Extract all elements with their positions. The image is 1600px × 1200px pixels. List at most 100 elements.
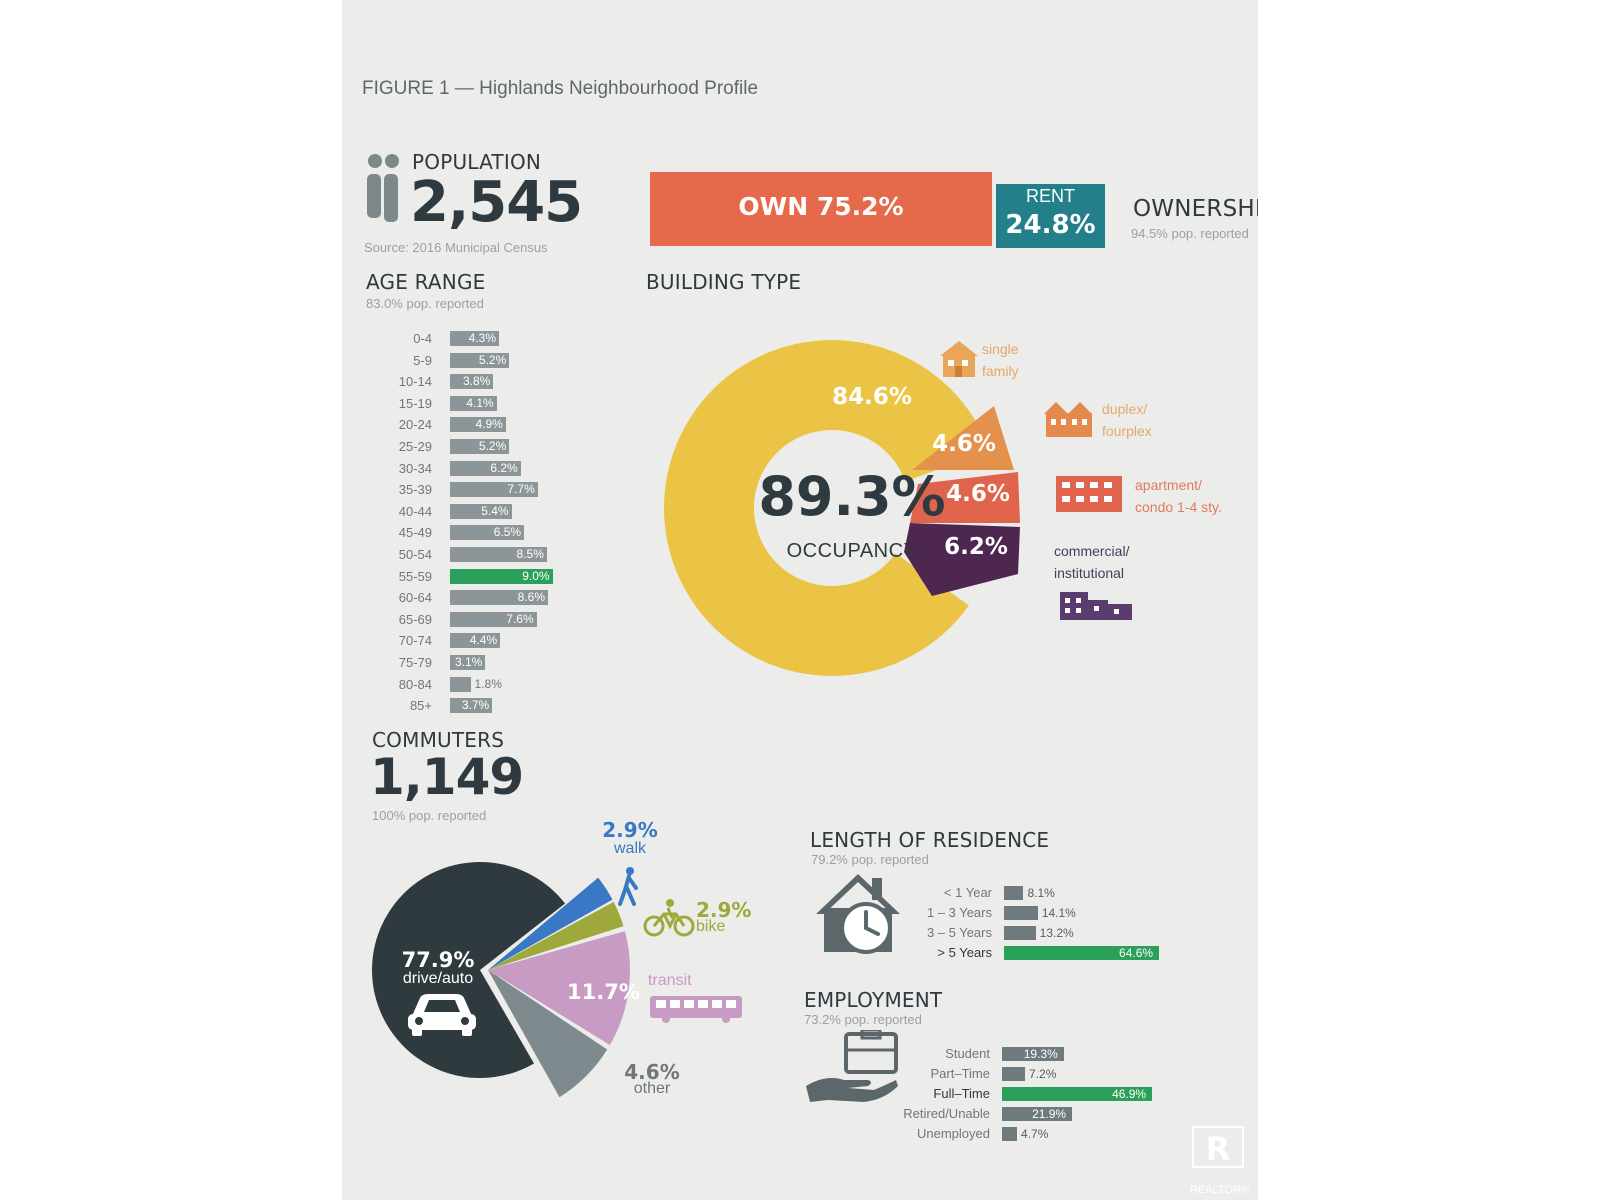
age-value-label: 7.7% <box>507 482 535 497</box>
age-value-label: 5.2% <box>478 439 507 453</box>
residence-category-label: > 5 Years <box>937 945 992 960</box>
commercial-line1: commercial/ <box>1054 543 1130 559</box>
employment-bar <box>1002 1107 1073 1121</box>
age-bar <box>450 331 500 346</box>
car-icon <box>408 994 476 1036</box>
employment-value-label: 21.9% <box>1032 1107 1067 1121</box>
age-tick-label: 45-49 <box>398 525 432 541</box>
house-clock-icon <box>816 874 900 954</box>
age-range-reported: 83.0% pop. reported <box>366 296 484 311</box>
age-value-label: 5.2% <box>478 352 507 367</box>
age-bar <box>450 460 521 476</box>
employment-title: EMPLOYMENT <box>804 988 943 1012</box>
age-bar <box>450 482 538 498</box>
age-bar <box>450 374 494 390</box>
population-label: POPULATION <box>412 150 542 174</box>
age-value-label: 3.8% <box>462 374 491 389</box>
age-bar <box>450 503 512 519</box>
age-tick-label: 0-4 <box>413 331 432 346</box>
age-bar <box>450 352 510 368</box>
age-value-label: 6.2% <box>490 460 518 475</box>
age-tick-label: 25-29 <box>398 439 432 454</box>
own-segment: OWN 75.2% <box>650 172 992 246</box>
commuters-label: COMMUTERS <box>372 728 505 752</box>
figure-title: FIGURE 1 — Highlands Neighbourhood Profi… <box>362 78 759 99</box>
age-value-label: 4.3% <box>468 331 497 345</box>
commute-slice-transit <box>488 931 630 1045</box>
residence-category-label: 3 – 5 Years <box>926 925 992 940</box>
population-value: 2,545 <box>410 170 583 235</box>
age-tick-label: 10-14 <box>398 374 432 390</box>
age-value-label: 8.5% <box>516 547 544 561</box>
employment-value-label: 46.9% <box>1112 1087 1147 1101</box>
age-tick-label: 55-59 <box>398 568 432 584</box>
donut-value-label: 6.2% <box>944 534 1008 560</box>
duplex-line2: fourplex <box>1102 423 1152 439</box>
single-family-line2: family <box>982 363 1019 379</box>
bike-icon <box>643 899 695 937</box>
bus-icon <box>650 996 742 1023</box>
age-bar <box>450 633 501 649</box>
employment-bar <box>1002 1127 1018 1141</box>
other-name: other <box>633 1080 671 1097</box>
realtor-watermark: REALTOR® <box>1190 1184 1250 1196</box>
residence-value-label: 14.1% <box>1041 906 1076 920</box>
single-family-label: single family <box>982 338 1019 382</box>
age-value-label: 5.4% <box>481 503 509 518</box>
age-value-label: 4.1% <box>466 395 494 410</box>
population-source: Source: 2016 Municipal Census <box>364 240 548 255</box>
commuters-value: 1,149 <box>370 748 524 806</box>
age-bar <box>450 417 506 433</box>
employment-bar <box>1002 1087 1153 1101</box>
age-tick-label: 75-79 <box>398 655 432 670</box>
building-type-title: BUILDING TYPE <box>646 270 802 294</box>
age-bar <box>450 439 510 454</box>
donut-slice-commercial <box>904 523 1020 596</box>
age-tick-label: 35-39 <box>398 482 432 498</box>
rent-segment: RENT 24.8% <box>996 184 1105 248</box>
employment-value-label: 7.2% <box>1029 1067 1057 1081</box>
residence-value-label: 8.1% <box>1027 886 1055 900</box>
age-tick-label: 20-24 <box>398 417 432 433</box>
age-bar <box>450 611 537 627</box>
occupancy-label: OCCUPANCY <box>786 540 918 562</box>
walk-pct: 2.9% <box>602 818 658 842</box>
own-label: OWN 75.2% <box>738 192 904 221</box>
age-value-label: 4.4% <box>469 633 498 648</box>
age-bar <box>450 568 553 584</box>
ownership-title: OWNERSHIP <box>1133 196 1258 222</box>
commute-slice-bike <box>488 901 624 970</box>
duplex-icon <box>1044 402 1092 437</box>
walk-name: walk <box>613 840 646 857</box>
age-tick-label: 60-64 <box>398 590 432 606</box>
donut-slice-duplex <box>912 406 1014 470</box>
bike-label: 2.9% bike <box>696 898 751 936</box>
age-tick-label: 40-44 <box>398 503 432 519</box>
residence-bar <box>1004 946 1160 960</box>
building-type-chart: 84.6% 4.6% 4.6% 6.2% <box>664 340 1020 677</box>
residence-value-label: 64.6% <box>1119 946 1154 960</box>
donut-value-label: 4.6% <box>932 431 996 457</box>
commercial-line2: institutional <box>1054 565 1125 581</box>
infographic-sheet: FIGURE 1 — Highlands Neighbourhood Profi… <box>342 0 1258 1200</box>
occupancy-value: 89.3% <box>758 465 946 528</box>
age-tick-label: 65-69 <box>398 611 432 627</box>
age-tick-label: 80-84 <box>398 676 432 692</box>
bike-pct: 2.9% <box>696 898 752 922</box>
transit-name: transit <box>648 972 692 989</box>
residence-bar <box>1004 926 1036 940</box>
drive-name: drive/auto <box>402 970 474 987</box>
residence-reported: 79.2% pop. reported <box>811 852 929 867</box>
employment-bar <box>1002 1067 1026 1081</box>
house-icon <box>940 341 978 377</box>
apartment-label: apartment/ condo 1-4 sty. <box>1135 474 1222 518</box>
age-tick-label: 85+ <box>409 698 432 714</box>
single-family-line1: single <box>982 341 1019 357</box>
age-value-label: 8.6% <box>517 590 546 605</box>
residence-value-label: 13.2% <box>1039 926 1074 940</box>
age-value-label: 4.9% <box>475 417 503 432</box>
employment-category-label: Retired/Unable <box>903 1106 990 1121</box>
commercial-icon <box>1060 592 1132 620</box>
age-value-label: 3.7% <box>461 698 490 713</box>
svg-text:R: R <box>1206 1130 1231 1168</box>
